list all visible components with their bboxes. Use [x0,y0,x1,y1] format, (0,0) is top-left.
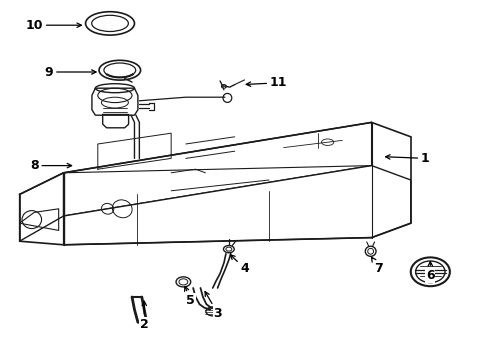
Polygon shape [63,166,410,245]
Polygon shape [63,122,371,216]
Text: 10: 10 [25,19,81,32]
Text: 8: 8 [30,159,71,172]
Text: 7: 7 [371,257,383,275]
Polygon shape [20,173,63,241]
Text: 9: 9 [44,66,96,78]
Text: 2: 2 [140,301,148,330]
Text: 5: 5 [184,287,195,307]
Text: 1: 1 [385,152,429,165]
Text: 6: 6 [425,262,434,282]
Text: 3: 3 [204,292,222,320]
Text: 4: 4 [230,255,248,275]
Text: 11: 11 [246,76,287,89]
